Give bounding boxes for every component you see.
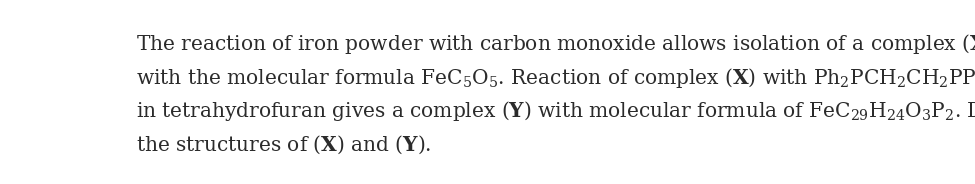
Text: the structures of ($\mathbf{X}$) and ($\mathbf{Y}$).: the structures of ($\mathbf{X}$) and ($\… [136,134,431,157]
Text: in tetrahydrofuran gives a complex ($\mathbf{Y}$) with molecular formula of FeC$: in tetrahydrofuran gives a complex ($\ma… [136,99,975,123]
Text: The reaction of iron powder with carbon monoxide allows isolation of a complex (: The reaction of iron powder with carbon … [136,32,975,56]
Text: with the molecular formula FeC$_{5}$O$_{5}$. Reaction of complex ($\mathbf{X}$) : with the molecular formula FeC$_{5}$O$_{… [136,66,975,90]
